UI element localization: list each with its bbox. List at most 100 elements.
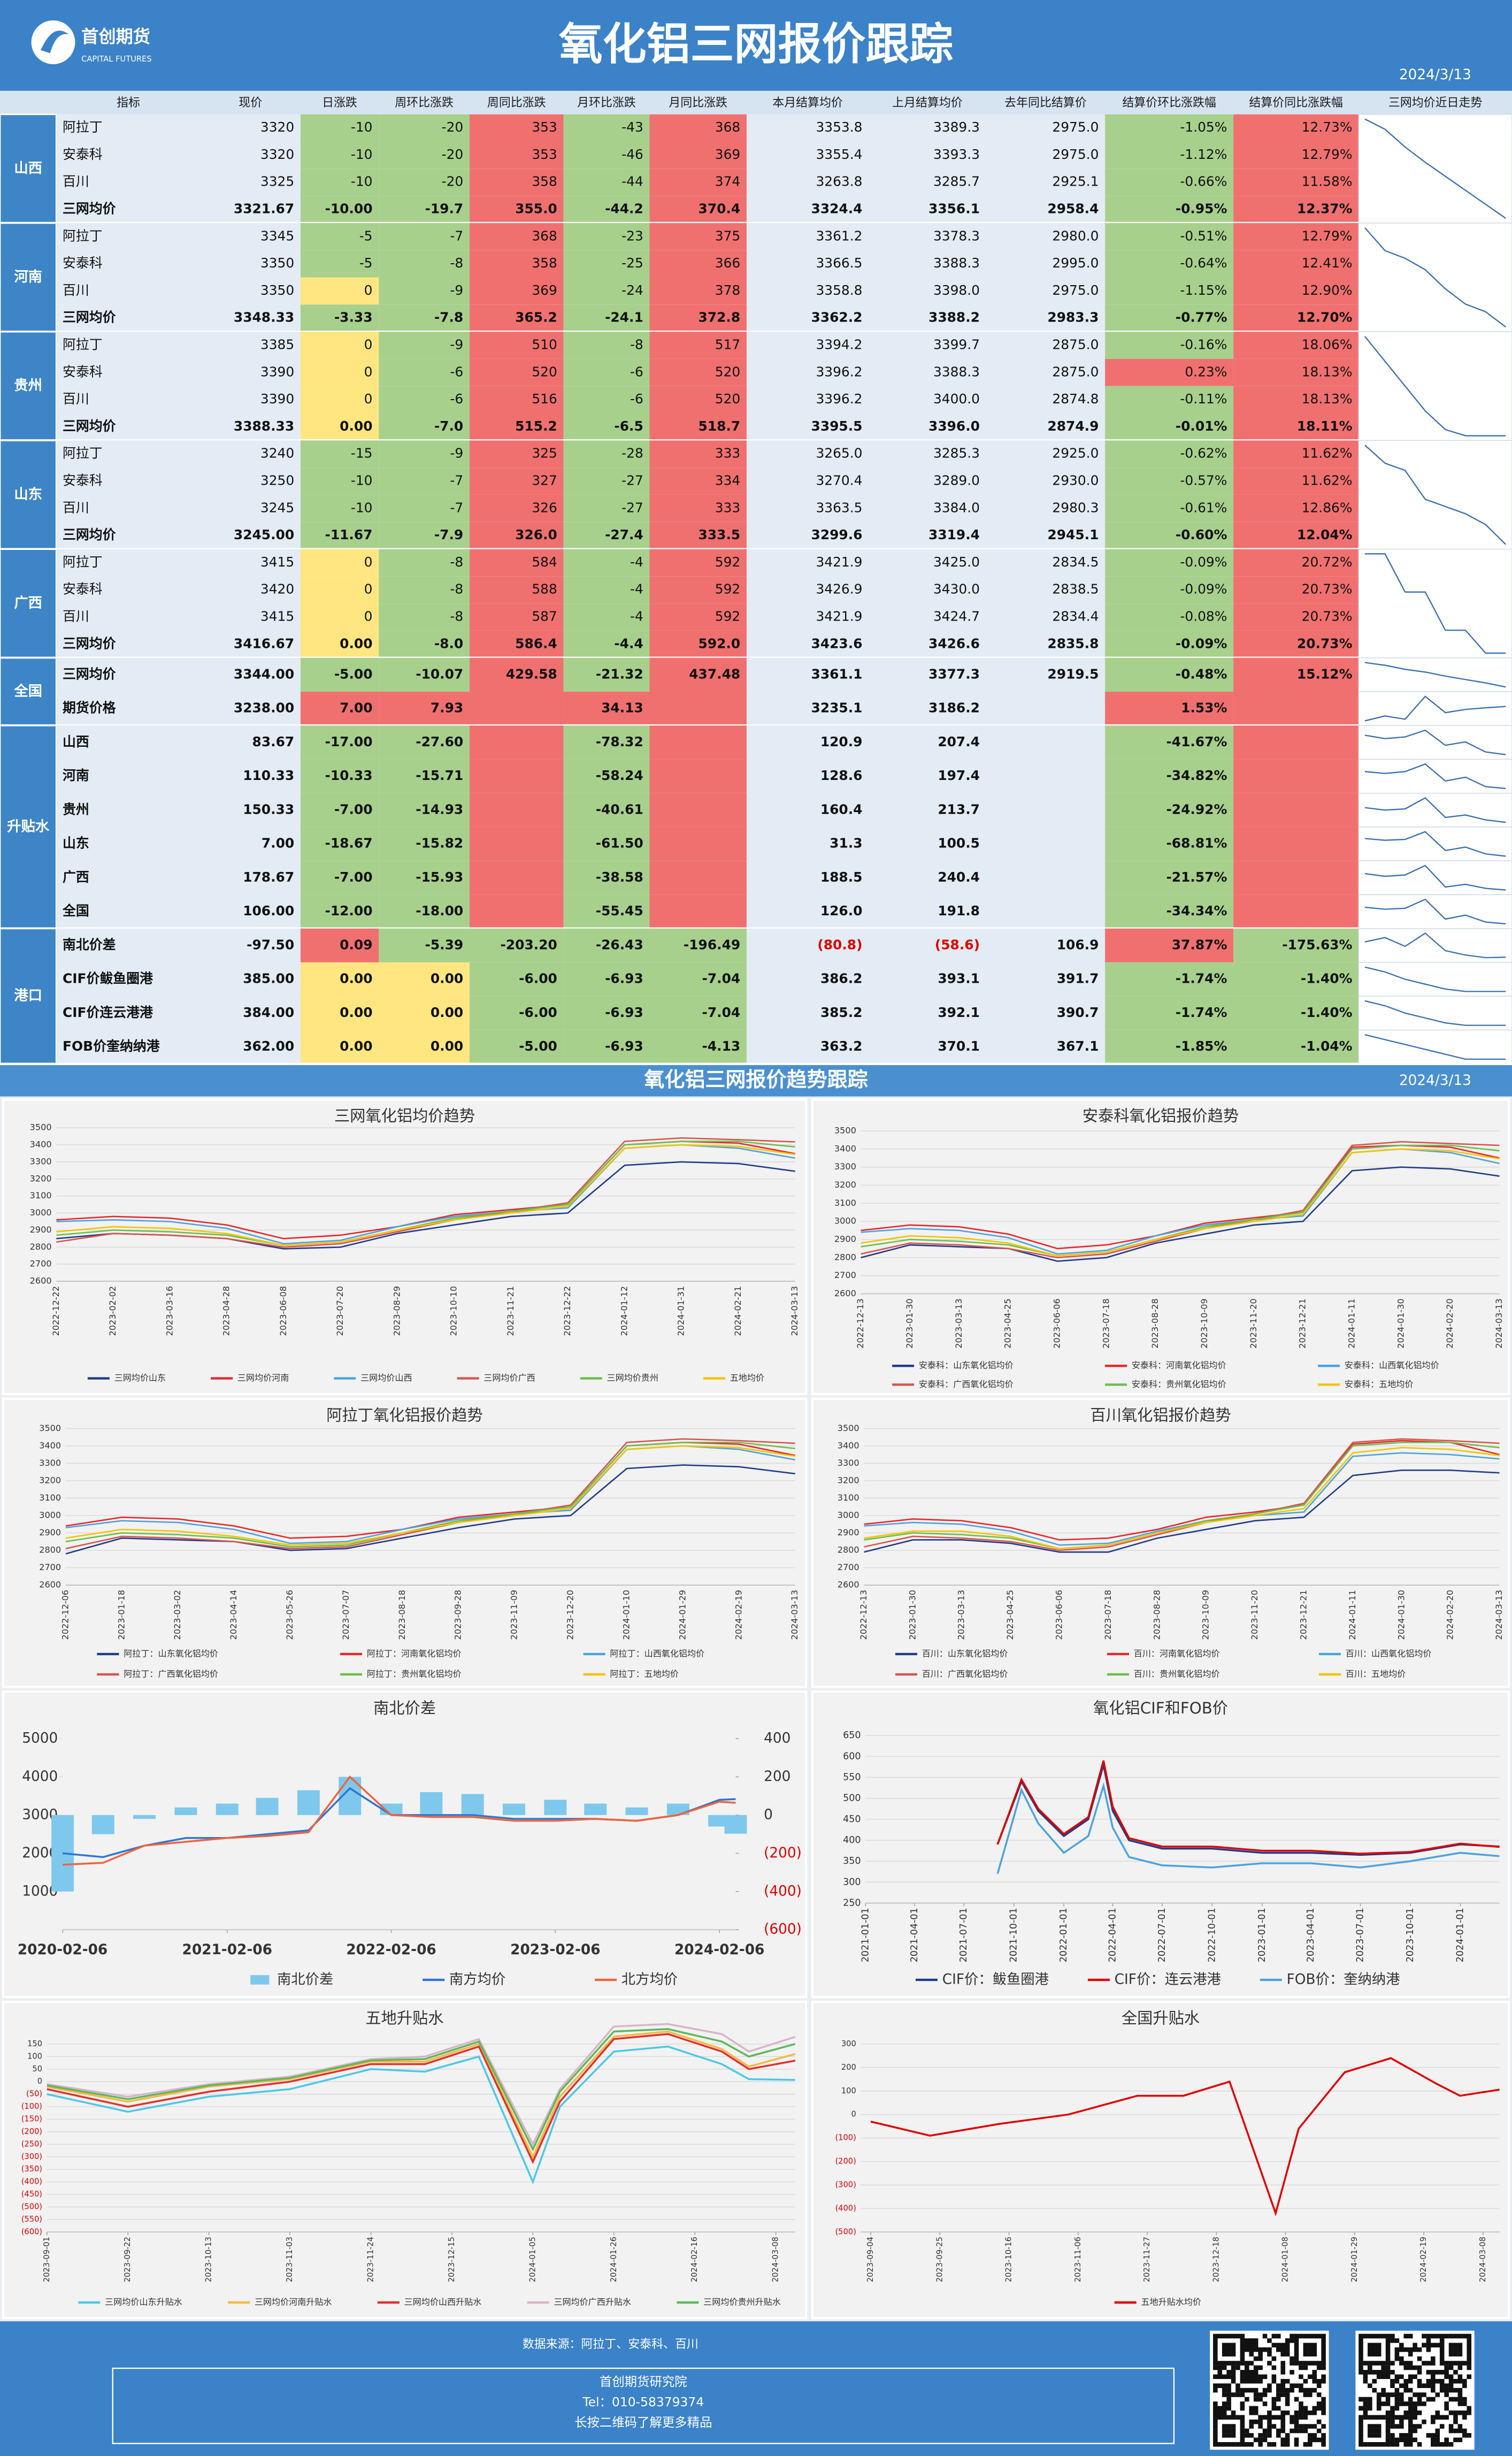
cell: 3389.3	[933, 119, 980, 135]
cell-bg	[300, 793, 379, 827]
qr-module	[1213, 2401, 1218, 2406]
series-line	[47, 2028, 796, 2152]
qr-module	[1280, 2365, 1286, 2370]
cell-bg	[649, 250, 747, 278]
cell: 240.4	[938, 869, 980, 885]
qr-module	[1245, 2365, 1249, 2370]
qr-module	[1399, 2374, 1404, 2380]
qr-module	[1359, 2442, 1363, 2447]
cell: -10	[351, 473, 373, 488]
qr-module	[1231, 2370, 1236, 2375]
cell-bg	[469, 277, 564, 305]
cell: 15.12%	[1297, 666, 1353, 682]
qr-module	[1399, 2347, 1404, 2352]
cell-bg	[469, 759, 564, 793]
qr-module	[1308, 2361, 1313, 2366]
cell-bg	[1105, 603, 1234, 631]
cell-bg	[1233, 996, 1359, 1030]
qr-module	[1417, 2392, 1422, 2397]
qr-module	[1253, 2356, 1258, 2361]
x-tick-label: 2021-01-01	[860, 1908, 871, 1962]
qr-module	[1299, 2410, 1303, 2415]
cell-bg	[1233, 576, 1359, 604]
qr-module	[1439, 2347, 1445, 2352]
cell: 372.8	[699, 310, 741, 325]
qr-module	[1312, 2388, 1317, 2393]
x-tick-label: 2024-01-10	[621, 1590, 631, 1640]
qr-module	[1467, 2356, 1472, 2361]
row-name: 百川	[63, 174, 89, 189]
qr-module	[1448, 2388, 1454, 2393]
cell: 120.9	[820, 734, 863, 749]
column-header: 月同比涨跌	[669, 96, 727, 110]
qr-module	[1231, 2378, 1236, 2384]
qr-module	[1457, 2365, 1463, 2370]
y-tick-label: 3300	[838, 1458, 859, 1468]
column-header: 去年同比结算价	[1004, 96, 1087, 110]
y2-tick-label: (400)	[764, 1883, 802, 1899]
qr-module	[1271, 2333, 1277, 2339]
qr-module	[1435, 2343, 1440, 2348]
qr-module	[1381, 2388, 1386, 2393]
qr-module	[1403, 2388, 1409, 2393]
x-tick-label: 2024-01-26	[609, 2237, 618, 2282]
qr-module	[1267, 2442, 1272, 2447]
cell-bg	[379, 304, 470, 332]
qr-module	[1368, 2352, 1372, 2356]
qr-module	[1457, 2343, 1463, 2348]
cell-bg	[469, 169, 564, 196]
x-tick-label: 2023-07-01	[1355, 1908, 1366, 1962]
chart-panel	[811, 2000, 1510, 2320]
cell: 83.67	[252, 734, 295, 749]
qr-module	[1294, 2428, 1299, 2434]
legend-swatch	[250, 1975, 270, 1985]
cell: 517	[715, 337, 740, 353]
qr-module	[1439, 2356, 1445, 2361]
column-header: 结算价环比涨跌幅	[1122, 96, 1216, 110]
x-tick-label: 2023-11-27	[1142, 2237, 1152, 2282]
qr-module	[1280, 2442, 1286, 2447]
qr-module	[1394, 2352, 1400, 2356]
qr-module	[1394, 2392, 1400, 2397]
cell: 128.6	[820, 768, 863, 783]
cell-bg	[379, 468, 470, 495]
qr-module	[1312, 2347, 1317, 2352]
legend-label: 阿拉丁：山西氧化铝均价	[610, 1648, 704, 1658]
qr-module	[1258, 2378, 1263, 2384]
qr-module	[1240, 2378, 1245, 2384]
qr-module	[1231, 2415, 1236, 2420]
legend-label: 三网均价广西升贴水	[554, 2297, 631, 2307]
qr-module	[1368, 2428, 1372, 2434]
cell-bg	[1105, 468, 1234, 495]
y-tick-label: 100	[27, 2052, 42, 2061]
cell: 0	[364, 337, 373, 353]
cell: 326	[532, 500, 557, 515]
qr-module	[1359, 2361, 1363, 2366]
bar	[503, 1803, 526, 1815]
qr-module	[1408, 2415, 1413, 2420]
qr-module	[1363, 2401, 1368, 2406]
series-line	[996, 1782, 1500, 1874]
series-line	[861, 1148, 1500, 1257]
qr-module	[1399, 2424, 1404, 2429]
footer-box	[112, 2367, 1175, 2444]
qr-module	[1294, 2383, 1299, 2388]
cell-bg	[379, 603, 470, 631]
qr-module	[1408, 2410, 1413, 2415]
cell: -6	[630, 391, 643, 407]
cell: -44.2	[605, 201, 643, 217]
group-label: 山东	[14, 486, 42, 502]
qr-module	[1308, 2352, 1313, 2356]
x-tick-label: 2023-06-06	[1054, 1590, 1064, 1640]
qr-module	[1217, 2410, 1223, 2415]
series-line	[996, 1764, 1500, 1856]
cell-bg	[469, 522, 564, 549]
cell-bg	[1105, 358, 1234, 386]
qr-module	[1399, 2419, 1404, 2424]
cell-bg	[1233, 169, 1359, 196]
row-name: 安泰科	[63, 147, 103, 162]
qr-module	[1312, 2437, 1317, 2443]
y-tick-label: (300)	[21, 2152, 42, 2161]
cell: 110.33	[243, 768, 294, 783]
x-tick-label: 2023-08-29	[392, 1286, 402, 1336]
